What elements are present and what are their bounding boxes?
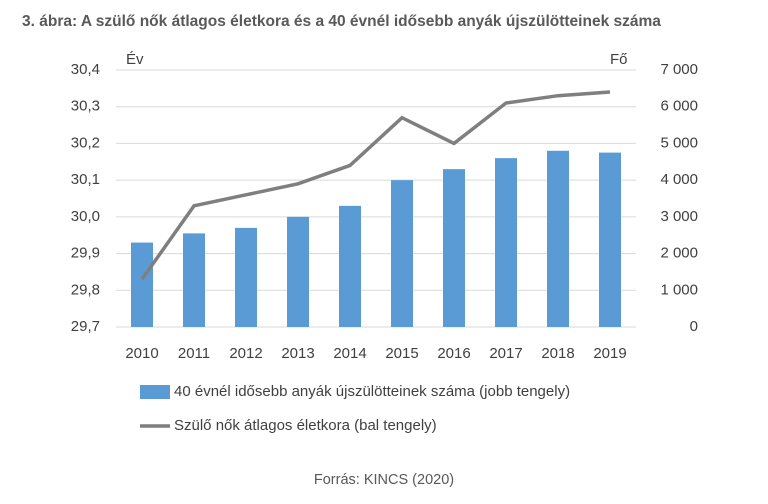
bar (547, 150, 569, 327)
bar (391, 180, 413, 327)
x-tick-label: 2016 (437, 345, 470, 362)
x-tick-label: 2019 (593, 345, 626, 362)
line (140, 90, 611, 281)
y2-tick-label: 0 (690, 318, 698, 335)
bar (183, 233, 205, 327)
bar (131, 242, 153, 327)
bar (287, 216, 309, 327)
x-tick-label: 2015 (385, 345, 418, 362)
x-tick-label: 2018 (541, 345, 574, 362)
legend-label: 40 évnél idősebb anyák újszülötteinek sz… (174, 383, 570, 400)
bar (339, 205, 361, 327)
legend-label: Szülő nők átlagos életkora (bal tengely) (174, 417, 437, 434)
source-note: Forrás: KINCS (2020) (314, 472, 454, 488)
y-tick-label: 30,4 (71, 61, 100, 78)
bar (599, 152, 621, 327)
y2-tick-label: 7 000 (660, 61, 698, 78)
y2-tick-label: 5 000 (660, 134, 698, 151)
y-axis-title: Év (126, 51, 144, 68)
y-tick-label: 29,8 (71, 281, 100, 298)
y2-axis-title: Fő (610, 51, 628, 68)
y-tick-label: 30,1 (71, 171, 100, 188)
x-tick-label: 2013 (281, 345, 314, 362)
y-tick-label: 29,9 (71, 245, 100, 262)
bar (495, 158, 517, 327)
bar (443, 169, 465, 327)
y2-tick-label: 6 000 (660, 98, 698, 115)
x-tick-label: 2017 (489, 345, 522, 362)
y-tick-label: 30,3 (71, 98, 100, 115)
chart-title: 3. ábra: A szülő nők átlagos életkora és… (22, 13, 661, 30)
legend-swatch (140, 385, 170, 399)
y2-tick-label: 2 000 (660, 245, 698, 262)
y-tick-label: 29,7 (71, 318, 100, 335)
x-tick-label: 2012 (229, 345, 262, 362)
y2-tick-label: 3 000 (660, 208, 698, 225)
y2-tick-label: 1 000 (660, 281, 698, 298)
y-tick-label: 30,2 (71, 134, 100, 151)
x-tick-label: 2010 (125, 345, 158, 362)
x-tick-label: 2011 (178, 345, 210, 362)
y2-tick-label: 4 000 (660, 171, 698, 188)
y-tick-label: 30,0 (71, 208, 100, 225)
x-tick-label: 2014 (333, 345, 366, 362)
bar (235, 227, 257, 327)
